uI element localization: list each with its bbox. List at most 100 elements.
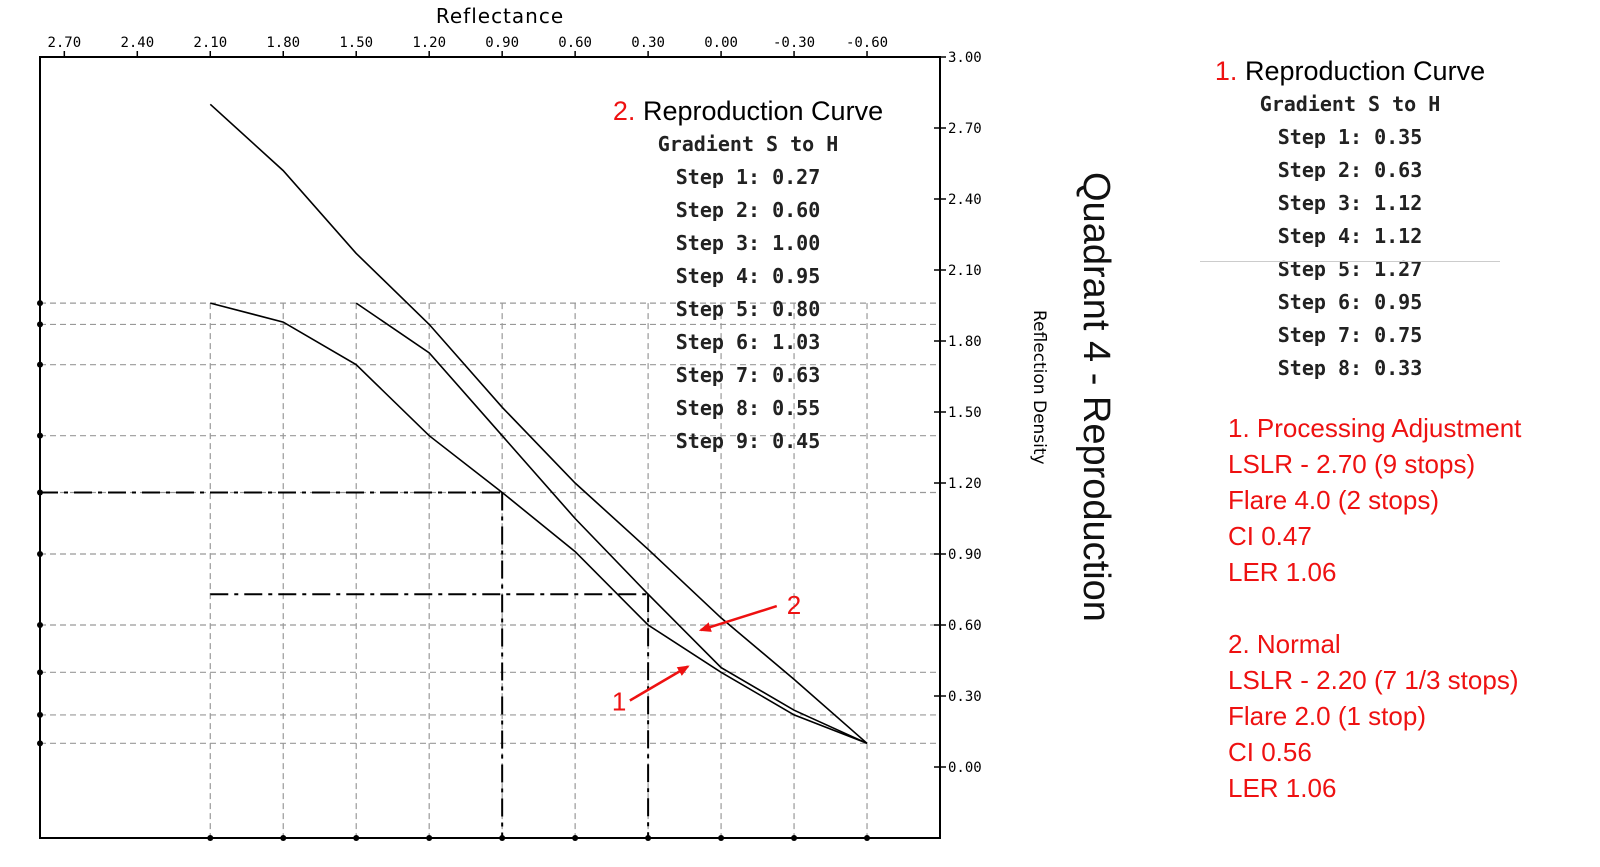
x-tick-label: 2.70 (47, 35, 81, 51)
edge-marker-bottom (426, 835, 433, 841)
edge-marker-left (37, 551, 43, 557)
box1-step: Step 8: 0.33 (1277, 356, 1423, 380)
edge-marker-left (37, 321, 43, 328)
box1-step: Step 7: 0.75 (1277, 323, 1423, 347)
box2-step: Step 3: 1.00 (675, 231, 821, 255)
box1-heading: 1. Reproduction Curve (1200, 54, 1500, 88)
note-line: Flare 4.0 (2 stops) (1228, 485, 1439, 515)
box2-step: Step 7: 0.63 (675, 363, 821, 387)
edge-marker-left (37, 432, 43, 439)
edge-marker-bottom (645, 835, 652, 841)
edge-marker-bottom (280, 835, 287, 841)
edge-marker-bottom (353, 835, 360, 841)
series-group (209, 103, 868, 745)
edge-marker-bottom (791, 835, 798, 841)
box2-step: Step 9: 0.45 (675, 429, 821, 453)
projection-lines (40, 491, 650, 838)
edge-marker-left (37, 711, 43, 718)
box1-title: Reproduction Curve (1244, 56, 1486, 86)
curve-2 (355, 302, 868, 745)
reproduction-curve-2-box: 2. Reproduction Curve Gradient S to H St… (588, 94, 908, 458)
y-tick-label: 0.90 (948, 547, 982, 563)
edge-marker-left (37, 489, 43, 496)
x-tick-label: -0.60 (846, 35, 888, 51)
note-line: 1. Processing Adjustment (1228, 413, 1522, 443)
x-axis-label: Reflectance (435, 4, 565, 28)
note-spacer (1228, 590, 1521, 626)
box2-step: Step 5: 0.80 (675, 297, 821, 321)
y-tick-label: 2.70 (948, 121, 982, 137)
y-tick-label: 2.10 (948, 263, 982, 279)
reproduction-curve-1-box: 1. Reproduction Curve Gradient S to H St… (1200, 54, 1500, 385)
y-axis-label: Reflection Density (1029, 310, 1049, 465)
condition-notes: 1. Processing Adjustment LSLR - 2.70 (9 … (1228, 410, 1521, 806)
edge-marker-bottom (499, 835, 506, 841)
y-tick-label: 0.60 (948, 618, 982, 634)
plot-frame (39, 56, 941, 839)
note-line: CI 0.56 (1228, 737, 1312, 767)
edge-marker-left (37, 300, 43, 307)
box1-number: 1. (1214, 56, 1238, 86)
y-axis-ticks: 3.00 2.70 2.40 2.10 1.80 1.50 1.20 0.90 0.60 0.30… (934, 50, 982, 776)
x-tick-label: 2.40 (120, 35, 154, 51)
edge-marker-left (37, 740, 43, 747)
annotation-label: 1 (612, 687, 626, 717)
note-line: LSLR - 2.70 (9 stops) (1228, 449, 1476, 479)
note-line: CI 0.47 (1228, 521, 1312, 551)
edge-marker-left (37, 669, 43, 676)
box2-step: Step 4: 0.95 (675, 264, 821, 288)
box2-step: Step 1: 0.27 (675, 165, 821, 189)
y-tick-label: 1.50 (948, 405, 982, 421)
note-line: LER 1.06 (1228, 557, 1337, 587)
y-tick-label: 1.80 (948, 334, 982, 350)
edge-marker-bottom (207, 835, 214, 841)
box2-title: Reproduction Curve (642, 96, 884, 126)
x-tick-label: 2.10 (193, 35, 227, 51)
curve-1 (210, 302, 868, 745)
x-axis-ticks: 2.70 2.40 2.10 1.80 1.50 1.20 0.90 0.60 0.30 0.00… (47, 35, 888, 57)
edge-marker-left (37, 361, 43, 368)
x-tick-label: 1.80 (266, 35, 300, 51)
note-line: LSLR - 2.20 (7 1/3 stops) (1228, 665, 1519, 695)
box2-step: Step 6: 1.03 (675, 330, 821, 354)
edge-markers (37, 300, 871, 841)
edge-marker-bottom (864, 835, 871, 841)
x-tick-label: 1.20 (412, 35, 446, 51)
y-tick-label: 1.20 (948, 476, 982, 492)
box2-step: Step 2: 0.60 (675, 198, 821, 222)
y-tick-label: 0.00 (948, 760, 982, 776)
box1-step: Step 6: 0.95 (1277, 290, 1423, 314)
box1-step: Step 5: 1.27 (1277, 257, 1423, 281)
note-line: Flare 2.0 (1 stop) (1228, 701, 1426, 731)
x-tick-label: 1.50 (339, 35, 373, 51)
box1-subtitle: Gradient S to H (1259, 92, 1441, 116)
note-line: LER 1.06 (1228, 773, 1337, 803)
annotation-arrow (629, 665, 690, 702)
y-tick-label: 2.40 (948, 192, 982, 208)
box2-step: Step 8: 0.55 (675, 396, 821, 420)
box1-divider (1200, 261, 1500, 262)
edge-marker-bottom (718, 835, 725, 841)
y-tick-label: 3.00 (948, 50, 982, 66)
box1-step: Step 2: 0.63 (1277, 158, 1423, 182)
curve-reference (209, 103, 868, 744)
box2-heading: 2. Reproduction Curve (588, 94, 908, 128)
edge-marker-left (37, 622, 43, 628)
x-tick-label: 0.00 (704, 35, 738, 51)
box2-subtitle: Gradient S to H (657, 132, 839, 156)
box1-step: Step 4: 1.12 (1277, 224, 1423, 248)
edge-marker-bottom (572, 835, 579, 841)
box1-step: Step 3: 1.12 (1277, 191, 1423, 215)
annotation-label: 2 (787, 590, 801, 620)
annotation-arrow (698, 604, 778, 632)
box2-number: 2. (612, 96, 636, 126)
note-line: 2. Normal (1228, 629, 1341, 659)
annotations: 21 (612, 590, 801, 716)
x-tick-label: 0.30 (631, 35, 665, 51)
x-tick-label: 0.60 (558, 35, 592, 51)
box1-step: Step 1: 0.35 (1277, 125, 1423, 149)
x-tick-label: -0.30 (773, 35, 815, 51)
y-tick-label: 0.30 (948, 689, 982, 705)
x-tick-label: 0.90 (485, 35, 519, 51)
